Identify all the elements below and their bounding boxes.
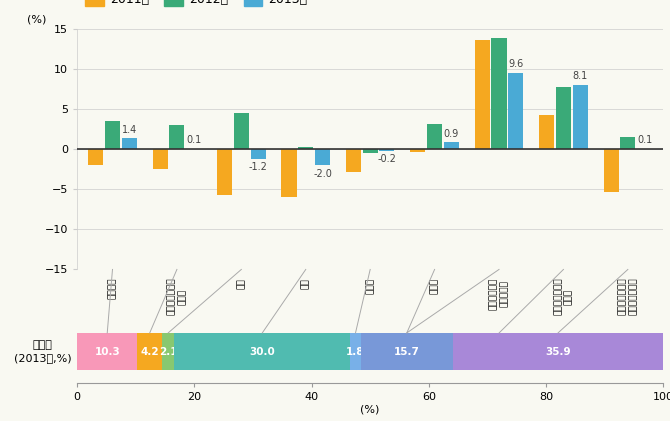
Bar (217, 149, 232, 195)
Bar (234, 113, 249, 149)
Text: 衛星メディア
関連広告費: 衛星メディア 関連広告費 (489, 278, 509, 310)
Bar (105, 122, 120, 149)
Text: 雑誌: 雑誌 (302, 278, 310, 288)
Text: -2.0: -2.0 (313, 169, 332, 179)
Text: 30.0: 30.0 (249, 346, 275, 357)
X-axis label: (%): (%) (360, 405, 380, 415)
Text: テレビ: テレビ (430, 278, 439, 294)
Bar (475, 40, 490, 149)
Legend: 2011年, 2012年, 2013年: 2011年, 2012年, 2013年 (80, 0, 313, 11)
Text: ラジオ: ラジオ (366, 278, 375, 294)
Text: -0.2: -0.2 (377, 154, 397, 164)
Bar (360, 333, 453, 370)
Bar (88, 149, 103, 165)
Text: 4.2: 4.2 (141, 346, 159, 357)
Text: 総広告費: 総広告費 (108, 278, 117, 299)
Bar (427, 124, 442, 149)
Text: -1.2: -1.2 (249, 162, 267, 172)
Text: 0.9: 0.9 (444, 129, 459, 139)
Bar (315, 149, 330, 165)
Text: 1.4: 1.4 (122, 125, 137, 135)
Bar (350, 333, 360, 370)
Text: 1.8: 1.8 (346, 346, 364, 357)
Bar (298, 147, 314, 149)
Bar (153, 149, 168, 170)
Bar (379, 149, 395, 151)
Bar (281, 149, 297, 197)
Text: 新聞: 新聞 (237, 278, 246, 288)
Bar (162, 333, 174, 370)
Bar (509, 73, 523, 149)
Text: 0.1: 0.1 (637, 136, 652, 146)
Bar (170, 125, 184, 149)
Bar (453, 333, 663, 370)
Bar (251, 149, 265, 159)
Text: 9.6: 9.6 (508, 59, 523, 69)
Bar (444, 142, 459, 149)
Text: インターネット
広告費: インターネット 広告費 (553, 278, 573, 315)
Text: 35.9: 35.9 (545, 346, 571, 357)
Text: 10.3: 10.3 (94, 346, 120, 357)
Bar (362, 149, 378, 154)
Text: プロモーション
メディア広告費: プロモーション メディア広告費 (618, 278, 638, 315)
Bar (492, 38, 507, 149)
Text: 構成比
(2013年,%): 構成比 (2013年,%) (13, 340, 71, 363)
Text: 0.1: 0.1 (186, 136, 201, 146)
Bar (573, 85, 588, 149)
Bar (604, 149, 618, 192)
Bar (410, 149, 425, 152)
Text: マスコミ四媒体
広告費: マスコミ四媒体 広告費 (168, 278, 187, 315)
Bar (539, 115, 554, 149)
Text: 2.1: 2.1 (159, 346, 178, 357)
Bar (556, 87, 571, 149)
Bar (620, 138, 635, 149)
Bar (137, 333, 162, 370)
Text: (%): (%) (27, 15, 47, 25)
Text: 8.1: 8.1 (573, 72, 588, 82)
Bar (77, 333, 137, 370)
Bar (346, 149, 361, 172)
Text: 15.7: 15.7 (394, 346, 419, 357)
Bar (122, 138, 137, 149)
Bar (174, 333, 350, 370)
